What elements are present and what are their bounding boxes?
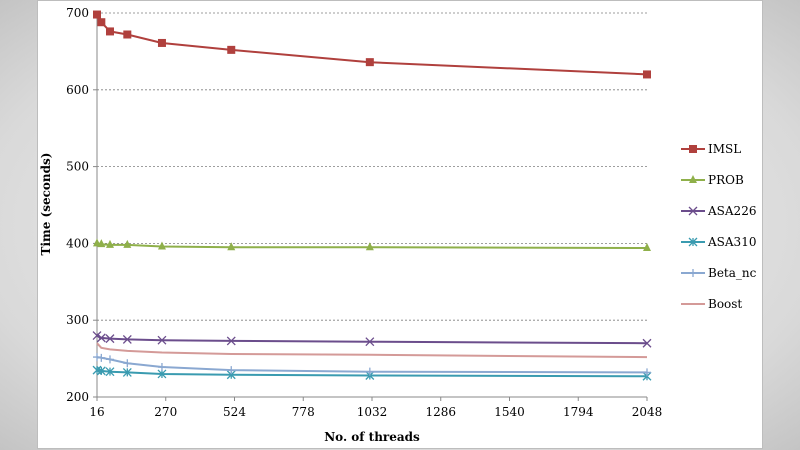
data-point-asa310-4: [157, 369, 167, 379]
data-point-asa226-6: [365, 337, 375, 347]
data-point-prob-6: [365, 242, 374, 251]
legend-marker-prob: [689, 175, 697, 183]
legend-label-boost: Boost: [708, 297, 742, 311]
x-tick-label-1794: 1794: [563, 405, 594, 419]
data-point-beta-nc-1: [97, 353, 106, 362]
data-point-imsl-7: [643, 70, 651, 79]
data-point-prob-7: [643, 243, 651, 252]
data-point-beta-nc-5: [227, 366, 236, 375]
series-line-beta-nc: [96, 356, 648, 374]
x-tick-label-524: 524: [223, 405, 246, 419]
y-tick-label-300: 300: [66, 313, 89, 327]
data-point-imsl-5: [227, 45, 236, 54]
y-tick-label-200: 200: [66, 390, 89, 404]
legend-label-prob: PROB: [708, 173, 744, 187]
x-tick-label-1540: 1540: [494, 405, 525, 419]
legend-marker-beta-nc: [689, 269, 697, 277]
data-point-asa310-1: [96, 366, 106, 376]
data-point-prob-1: [97, 239, 106, 248]
data-point-asa310-3: [122, 367, 132, 377]
legend-label-asa310: ASA310: [707, 235, 756, 249]
data-point-asa310-2: [105, 367, 115, 377]
legend: IMSL PROB ASA226 ASA310 Beta_nc Boost: [681, 142, 757, 311]
data-point-prob-4: [157, 241, 166, 250]
data-point-asa226-4: [157, 335, 167, 345]
data-point-imsl-6: [365, 58, 374, 67]
series-line-asa226: [96, 334, 648, 345]
x-tick-label-1032: 1032: [357, 405, 388, 419]
data-point-imsl-3: [123, 30, 132, 39]
y-tick-label-400: 400: [66, 236, 89, 250]
data-point-asa226-2: [105, 334, 115, 344]
y-tick-label-600: 600: [66, 83, 89, 97]
series-lines: [92, 10, 652, 381]
data-point-imsl-2: [105, 27, 114, 36]
data-point-beta-nc-3: [123, 359, 132, 368]
legend-label-asa226: ASA226: [707, 204, 756, 218]
data-point-beta-nc-6: [365, 367, 374, 376]
data-point-prob-5: [227, 242, 236, 251]
x-tick-label-778: 778: [292, 405, 315, 419]
series-line-boost: [96, 342, 648, 359]
data-point-asa226-1: [96, 333, 106, 343]
legend-label-beta-nc: Beta_nc: [708, 266, 757, 280]
legend-marker-imsl: [689, 145, 697, 153]
x-tick-label-2048: 2048: [632, 405, 663, 419]
data-point-beta-nc-0: [93, 353, 101, 362]
data-point-prob-3: [123, 239, 132, 248]
axes: 200 300 400 500 600 700 16 270 524 778 1032 1286 154…: [66, 6, 662, 419]
y-tick-label-500: 500: [66, 160, 89, 174]
legend-label-imsl: IMSL: [708, 142, 741, 156]
series-line-asa310: [96, 369, 648, 378]
legend-marker-asa310: [688, 237, 698, 247]
data-point-imsl-4: [157, 38, 166, 47]
data-point-asa226-7: [642, 338, 652, 348]
data-point-asa226-0: [92, 331, 102, 341]
data-point-beta-nc-4: [157, 363, 166, 372]
data-point-beta-nc-2: [105, 355, 114, 364]
legend-marker-asa226: [688, 206, 698, 216]
x-tick-label-16: 16: [89, 405, 104, 419]
data-point-imsl-1: [97, 18, 106, 27]
x-tick-label-1286: 1286: [425, 405, 456, 419]
data-point-beta-nc-7: [643, 368, 651, 377]
data-point-asa226-5: [226, 336, 236, 346]
data-point-asa226-3: [122, 334, 132, 344]
x-axis-title: No. of threads: [324, 430, 420, 444]
data-point-imsl-0: [93, 10, 101, 19]
data-point-prob-2: [105, 239, 114, 248]
x-tick-label-270: 270: [154, 405, 177, 419]
y-tick-label-700: 700: [66, 6, 89, 20]
y-axis-title: Time (seconds): [39, 153, 53, 256]
